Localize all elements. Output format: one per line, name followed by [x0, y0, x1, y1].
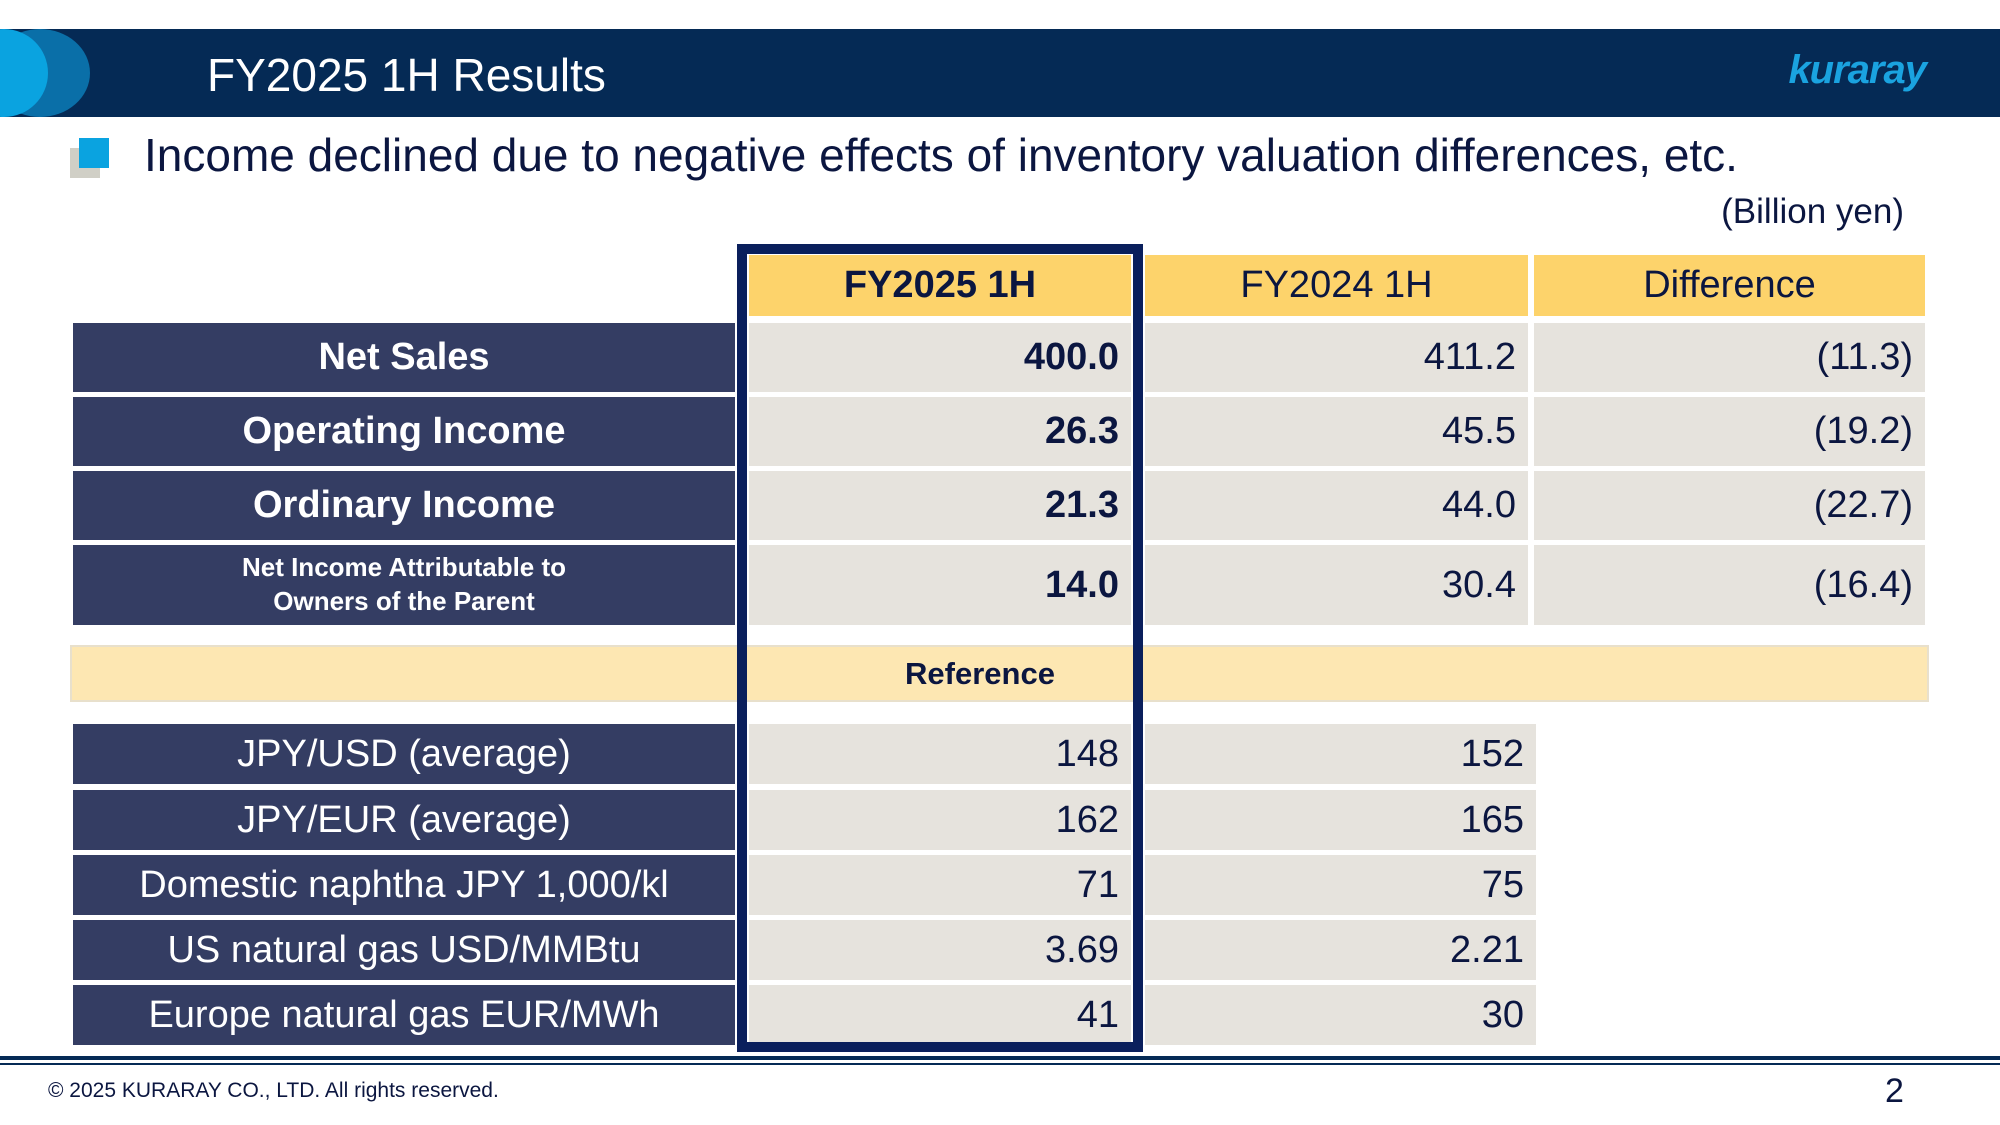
- reference-value-fy2025: 71: [749, 855, 1131, 915]
- bullet-icon: [79, 138, 109, 168]
- reference-value-fy2025: 148: [749, 724, 1131, 784]
- reference-row-label: US natural gas USD/MMBtu: [73, 920, 735, 980]
- copyright: © 2025 KURARAY CO., LTD. All rights rese…: [48, 1079, 499, 1102]
- unit-label: (Billion yen): [1721, 192, 1904, 231]
- page-number: 2: [1885, 1072, 1904, 1110]
- value-fy2024: 45.5: [1145, 397, 1528, 466]
- reference-row-label: JPY/USD (average): [73, 724, 735, 784]
- footer-rule-thin: [0, 1063, 2000, 1065]
- reference-row-label: JPY/EUR (average): [73, 790, 735, 850]
- reference-row-label: Europe natural gas EUR/MWh: [73, 985, 735, 1045]
- row-label: Operating Income: [73, 397, 735, 466]
- reference-value-fy2025: 3.69: [749, 920, 1131, 980]
- page-title: FY2025 1H Results: [207, 49, 606, 101]
- value-fy2025: 26.3: [749, 397, 1131, 466]
- value-fy2025: 400.0: [749, 323, 1131, 392]
- reference-value-fy2024: 30: [1145, 985, 1536, 1045]
- column-header-fy2024: FY2024 1H: [1145, 255, 1528, 316]
- value-fy2025: 21.3: [749, 471, 1131, 540]
- kuraray-logo: kuraray: [1788, 48, 1927, 92]
- reference-value-fy2025: 41: [749, 985, 1131, 1045]
- row-label: Ordinary Income: [73, 471, 735, 540]
- column-header-fy2025: FY2025 1H: [749, 255, 1131, 316]
- value-fy2024: 411.2: [1145, 323, 1528, 392]
- reference-row-label: Domestic naphtha JPY 1,000/kl: [73, 855, 735, 915]
- column-header-difference: Difference: [1534, 255, 1925, 316]
- footer-rule: [0, 1056, 2000, 1060]
- row-label: Net Sales: [73, 323, 735, 392]
- reference-value-fy2025: 162: [749, 790, 1131, 850]
- value-difference: (11.3): [1534, 323, 1925, 392]
- value-fy2024: 44.0: [1145, 471, 1528, 540]
- reference-value-fy2024: 2.21: [1145, 920, 1536, 980]
- reference-value-fy2024: 165: [1145, 790, 1536, 850]
- reference-value-fy2024: 152: [1145, 724, 1536, 784]
- title-bar: [0, 29, 2000, 117]
- reference-label: Reference: [905, 655, 1055, 691]
- value-fy2024: 30.4: [1145, 545, 1528, 625]
- value-difference: (19.2): [1534, 397, 1925, 466]
- value-difference: (16.4): [1534, 545, 1925, 625]
- reference-value-fy2024: 75: [1145, 855, 1536, 915]
- value-difference: (22.7): [1534, 471, 1925, 540]
- value-fy2025: 14.0: [749, 545, 1131, 625]
- headline: Income declined due to negative effects …: [144, 129, 1738, 181]
- reference-band: [70, 645, 1929, 702]
- row-label: Net Income Attributable to Owners of the…: [73, 545, 735, 625]
